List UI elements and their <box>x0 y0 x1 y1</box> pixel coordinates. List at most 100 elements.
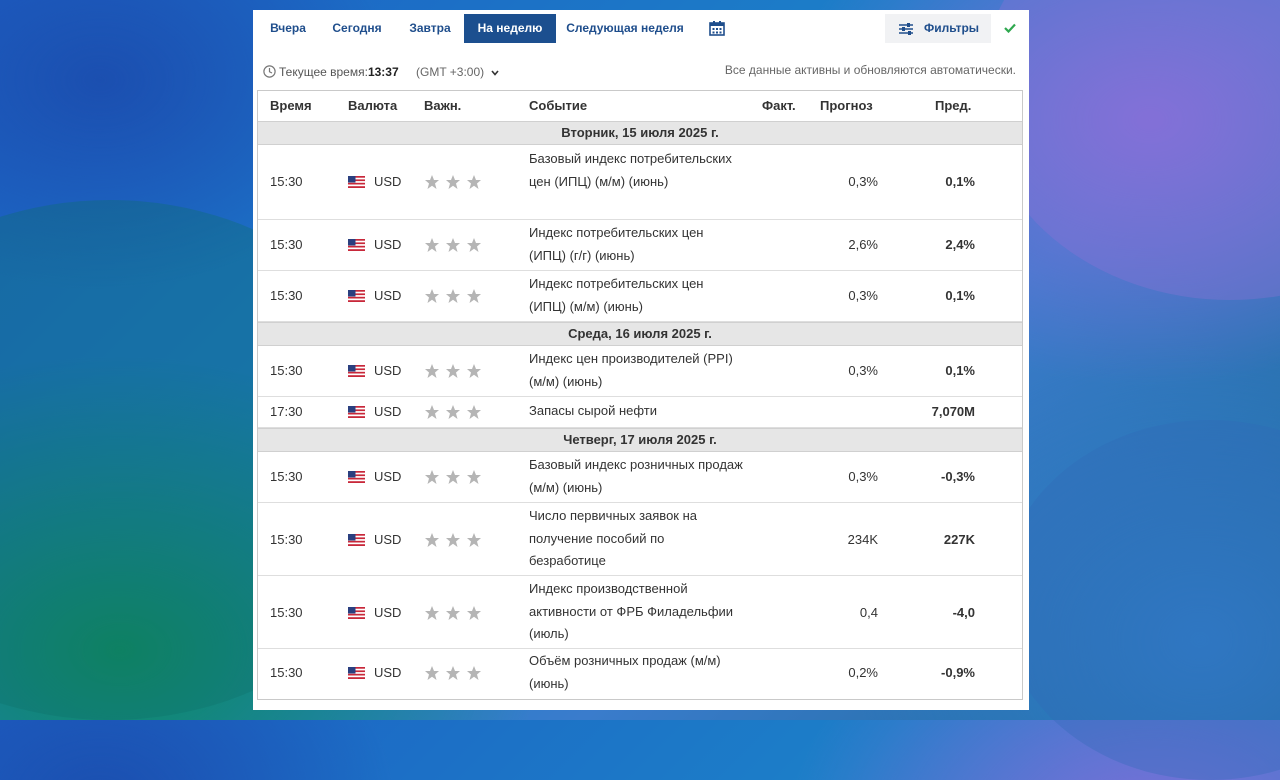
table-row[interactable]: 15:30 USD Базовый индекс розничных прода… <box>258 452 1022 503</box>
clock-icon <box>263 65 276 78</box>
us-flag-icon <box>348 176 365 188</box>
filter-sliders-icon <box>899 23 913 35</box>
event-name[interactable]: Запасы сырой нефти <box>529 403 658 418</box>
table-row[interactable]: 15:30 USD Индекс потребительских цен (ИП… <box>258 271 1022 322</box>
event-currency: USD <box>374 665 402 680</box>
us-flag-icon <box>348 607 365 619</box>
us-flag-icon <box>348 667 365 679</box>
event-time: 15:30 <box>270 174 303 189</box>
event-currency: USD <box>374 174 402 189</box>
day-header: Среда, 16 июля 2025 г. <box>258 322 1022 346</box>
timezone-value: (GMT +3:00) <box>416 65 485 79</box>
day-header: Четверг, 17 июля 2025 г. <box>258 428 1022 452</box>
importance-stars-icon <box>425 666 481 680</box>
tab-yesterday[interactable]: Вчера <box>270 21 306 35</box>
header-time: Время <box>270 98 312 113</box>
event-forecast: 0,4 <box>859 605 878 620</box>
event-currency: USD <box>374 288 402 303</box>
event-currency: USD <box>374 237 402 252</box>
day-header: Вторник, 15 июля 2025 г. <box>258 121 1022 145</box>
calendar-button[interactable] <box>701 14 733 43</box>
event-time: 15:30 <box>270 532 303 547</box>
event-time: 15:30 <box>270 665 303 680</box>
importance-stars-icon <box>425 470 481 484</box>
event-name[interactable]: Индекс производственной активности от ФР… <box>529 581 734 641</box>
current-time-label: Текущее время:13:37 <box>279 65 399 79</box>
event-name[interactable]: Базовый индекс розничных продаж (м/м) (и… <box>529 457 743 495</box>
importance-stars-icon <box>425 364 481 378</box>
chevron-down-icon <box>491 70 500 76</box>
event-name[interactable]: Индекс потребительских цен (ИПЦ) (м/м) (… <box>529 276 704 314</box>
event-name[interactable]: Индекс потребительских цен (ИПЦ) (г/г) (… <box>529 225 704 263</box>
event-forecast: 0,3% <box>848 288 878 303</box>
header-importance: Важн. <box>424 98 462 113</box>
header-forecast: Прогноз <box>820 98 873 113</box>
event-currency: USD <box>374 363 402 378</box>
calendar-icon <box>709 21 725 36</box>
table-header: Время Валюта Важн. Событие Факт. Прогноз… <box>258 91 1022 122</box>
table-row[interactable]: 15:30 USD Индекс цен производителей (PPI… <box>258 346 1022 397</box>
event-time: 15:30 <box>270 288 303 303</box>
table-row[interactable]: 15:30 USD Индекс производственной активн… <box>258 576 1022 649</box>
filters-label: Фильтры <box>924 21 980 35</box>
event-time: 17:30 <box>270 404 303 419</box>
event-currency: USD <box>374 605 402 620</box>
event-previous: 2,4% <box>945 237 975 252</box>
event-time: 15:30 <box>270 469 303 484</box>
importance-stars-icon <box>425 289 481 303</box>
tab-today[interactable]: Сегодня <box>332 21 382 35</box>
importance-stars-icon <box>425 606 481 620</box>
filters-button[interactable]: Фильтры <box>885 14 991 43</box>
event-previous: -0,9% <box>941 665 975 680</box>
period-tabs: Вчера Сегодня Завтра На неделю Следующая… <box>253 14 1029 43</box>
us-flag-icon <box>348 239 365 251</box>
header-previous: Пред. <box>935 98 972 113</box>
event-forecast: 234K <box>847 532 878 547</box>
event-forecast: 2,6% <box>848 237 878 252</box>
importance-stars-icon <box>425 405 481 419</box>
event-name[interactable]: Объём розничных продаж (м/м) (июнь) <box>529 653 721 691</box>
event-time: 15:30 <box>270 237 303 252</box>
event-forecast: 0,3% <box>848 363 878 378</box>
tab-this-week[interactable]: На неделю <box>464 14 556 43</box>
us-flag-icon <box>348 365 365 377</box>
event-time: 15:30 <box>270 363 303 378</box>
table-row[interactable]: 15:30 USD Объём розничных продаж (м/м) (… <box>258 649 1022 699</box>
current-time-bar: Текущее время:13:37 (GMT +3:00) Все данн… <box>253 62 1029 82</box>
table-row[interactable]: 15:30 USD Индекс потребительских цен (ИП… <box>258 220 1022 271</box>
tab-next-week[interactable]: Следующая неделя <box>566 21 684 35</box>
timezone-selector[interactable]: (GMT +3:00) <box>416 65 500 79</box>
event-forecast: 0,3% <box>848 174 878 189</box>
event-previous: -4,0 <box>952 605 975 620</box>
event-previous: 0,1% <box>945 174 975 189</box>
current-time-prefix: Текущее время: <box>279 65 368 79</box>
event-previous: 0,1% <box>945 288 975 303</box>
event-previous: -0,3% <box>941 469 975 484</box>
event-name[interactable]: Базовый индекс потребительских цен (ИПЦ)… <box>529 151 732 189</box>
importance-stars-icon <box>425 533 481 547</box>
economic-calendar-panel: Вчера Сегодня Завтра На неделю Следующая… <box>253 10 1029 710</box>
check-icon <box>1004 23 1016 33</box>
importance-stars-icon <box>425 238 481 252</box>
us-flag-icon <box>348 534 365 546</box>
tab-tomorrow[interactable]: Завтра <box>409 21 451 35</box>
event-currency: USD <box>374 469 402 484</box>
current-time-value: 13:37 <box>367 65 399 79</box>
header-actual: Факт. <box>762 98 796 113</box>
event-currency: USD <box>374 404 402 419</box>
us-flag-icon <box>348 471 365 483</box>
table-row[interactable]: 17:30 USD Запасы сырой нефти 7,070M <box>258 397 1022 428</box>
event-name[interactable]: Индекс цен производителей (PPI) (м/м) (и… <box>529 351 733 389</box>
event-forecast: 0,2% <box>848 665 878 680</box>
importance-stars-icon <box>425 175 481 189</box>
event-time: 15:30 <box>270 605 303 620</box>
event-previous: 227K <box>943 532 975 547</box>
events-table: Время Валюта Важн. Событие Факт. Прогноз… <box>257 90 1023 700</box>
header-currency: Валюта <box>348 98 398 113</box>
table-row[interactable]: 15:30 USD Число первичных заявок на полу… <box>258 503 1022 576</box>
event-name[interactable]: Число первичных заявок на получение посо… <box>529 508 698 568</box>
event-previous: 7,070M <box>931 404 975 419</box>
table-row[interactable]: 15:30 USD Базовый индекс потребительских… <box>258 145 1022 220</box>
background-wave <box>1000 420 1280 780</box>
event-forecast: 0,3% <box>848 469 878 484</box>
